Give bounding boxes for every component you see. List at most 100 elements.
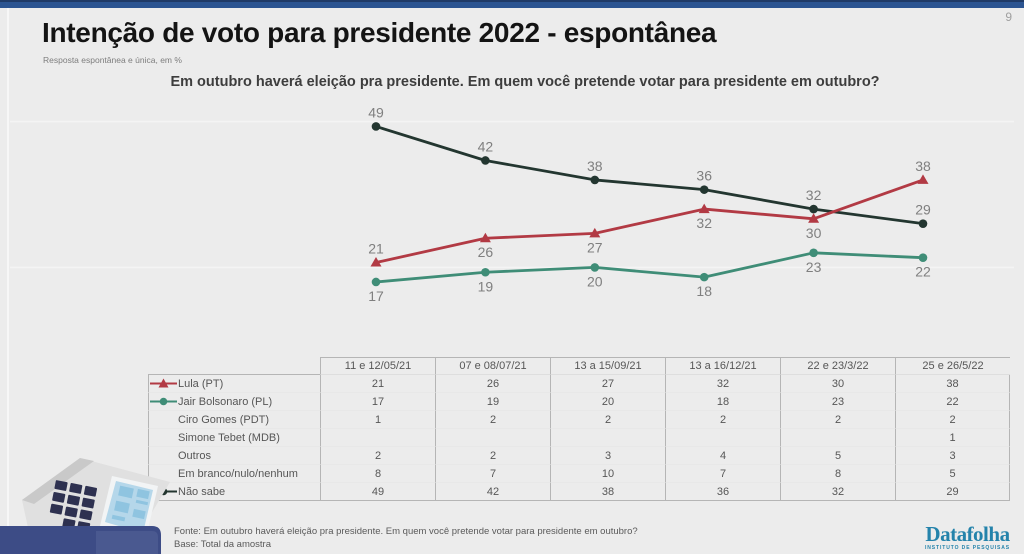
data-point-label: 42 [478,138,494,154]
voting-machine [22,458,170,546]
table-cell: 2 [665,411,780,429]
top-accent-bar [0,0,1024,8]
table-cell: 1 [895,429,1010,447]
data-point-label: 22 [915,264,931,280]
data-point-marker [370,257,382,267]
table-column-header: 13 a 16/12/21 [665,357,780,375]
data-point-label: 18 [696,283,712,299]
slide-left-edge [7,8,9,554]
data-point-label: 29 [915,202,931,218]
table-column-header: 13 a 15/09/21 [550,357,665,375]
data-point-marker [481,156,490,165]
table-cell: 8 [320,465,435,483]
row-label-text: Ciro Gomes (PDT) [178,413,270,426]
data-point-marker [699,272,709,282]
table-cell: 23 [780,393,895,411]
data-point-marker [809,204,818,214]
table-cell: 2 [435,447,550,465]
data-point-marker [918,253,928,262]
row-label-text: Não sabe [178,485,226,498]
table-cell: 26 [435,375,550,393]
table-cell: 5 [895,465,1010,483]
poll-results-table: 11 e 12/05/21 07 e 08/07/21 13 a 15/09/21 1… [148,357,1010,501]
data-point-marker [917,174,929,184]
table-cell: 42 [435,483,550,501]
data-point-label: 23 [806,259,822,275]
table-cell: 5 [780,447,895,465]
data-point-label: 20 [587,273,603,289]
table-row-label: Em branco/nulo/nenhum [148,465,320,483]
table-cell [435,429,550,447]
page-subtitle: Resposta espontânea e única, em % [43,55,182,65]
table-cell: 19 [435,393,550,411]
table-row-label: Ciro Gomes (PDT) [148,411,320,429]
data-point-label: 38 [587,158,603,174]
table-cell: 3 [895,447,1010,465]
table-cell: 22 [895,393,1010,411]
table-cell [550,429,665,447]
table-cell: 29 [895,483,1010,501]
table-row-label: Lula (PT) [148,375,320,393]
table-cell: 17 [320,393,435,411]
data-point-label: 17 [368,288,384,304]
row-label-text: Jair Bolsonaro (PL) [178,395,273,408]
table-cell: 2 [435,411,550,429]
data-point-label: 36 [696,168,712,184]
data-point-label: 21 [368,241,384,257]
row-label-text: Em branco/nulo/nenhum [178,467,298,480]
data-point-marker [589,227,601,238]
data-point-marker [479,232,491,243]
table-cell: 21 [320,375,435,393]
row-label-text: Outros [178,449,212,462]
table-cell: 7 [435,465,550,483]
table-cell: 36 [665,483,780,501]
survey-question: Em outubro haverá eleição pra presidente… [170,74,880,90]
data-point-label: 38 [915,158,931,174]
table-corner-spacer [148,357,320,375]
data-point-marker [918,219,928,228]
table-row-label: Outros [148,447,320,465]
data-point-label: 30 [806,225,822,241]
table-cell: 38 [550,483,665,501]
page-title: Intenção de voto para presidente 2022 - … [42,17,717,48]
voting-machine-illustration [0,458,170,554]
table-cell: 2 [320,447,435,465]
table-cell: 30 [780,375,895,393]
data-point-label: 19 [478,278,494,294]
data-point-marker [481,267,490,277]
table-cell [320,429,435,447]
table-column-header: 25 e 26/5/22 [895,357,1010,375]
row-label-text: Lula (PT) [178,377,224,390]
table-row-label: Jair Bolsonaro (PL) [148,393,320,411]
data-point-label: 27 [587,239,603,255]
data-point-marker [698,203,710,214]
page-number: 9 [1005,10,1012,24]
series-line [374,178,925,264]
legend-triangle-icon [150,378,177,388]
data-point-marker [590,175,600,185]
table-cell: 20 [550,393,665,411]
footer-notes: Fonte: Em outubro haverá eleição pra pre… [174,526,638,551]
table-cell: 2 [895,411,1010,429]
footer-bar [0,526,161,554]
table-column-header: 07 e 08/07/21 [435,357,550,375]
data-point-marker [809,248,818,258]
table-cell: 49 [320,483,435,501]
table-column-header: 22 e 23/3/22 [780,357,895,375]
data-point-label: 32 [696,215,712,231]
data-point-label: 26 [478,244,494,260]
table-cell: 18 [665,393,780,411]
legend-empty [149,414,178,425]
table-cell [665,429,780,447]
data-point-marker [371,277,381,287]
datafolha-logo: Datafolha INSTITUTO DE PESQUISAS [925,524,1010,552]
footer-fonte: Fonte: Em outubro haverá eleição pra pre… [174,526,638,537]
table-cell: 2 [780,411,895,429]
data-point-label: 49 [368,104,384,120]
data-point-marker [808,213,820,223]
table-cell: 8 [780,465,895,483]
table-row-label: Simone Tebet (MDB) [148,429,320,447]
series-line [374,251,925,284]
table-cell [780,429,895,447]
